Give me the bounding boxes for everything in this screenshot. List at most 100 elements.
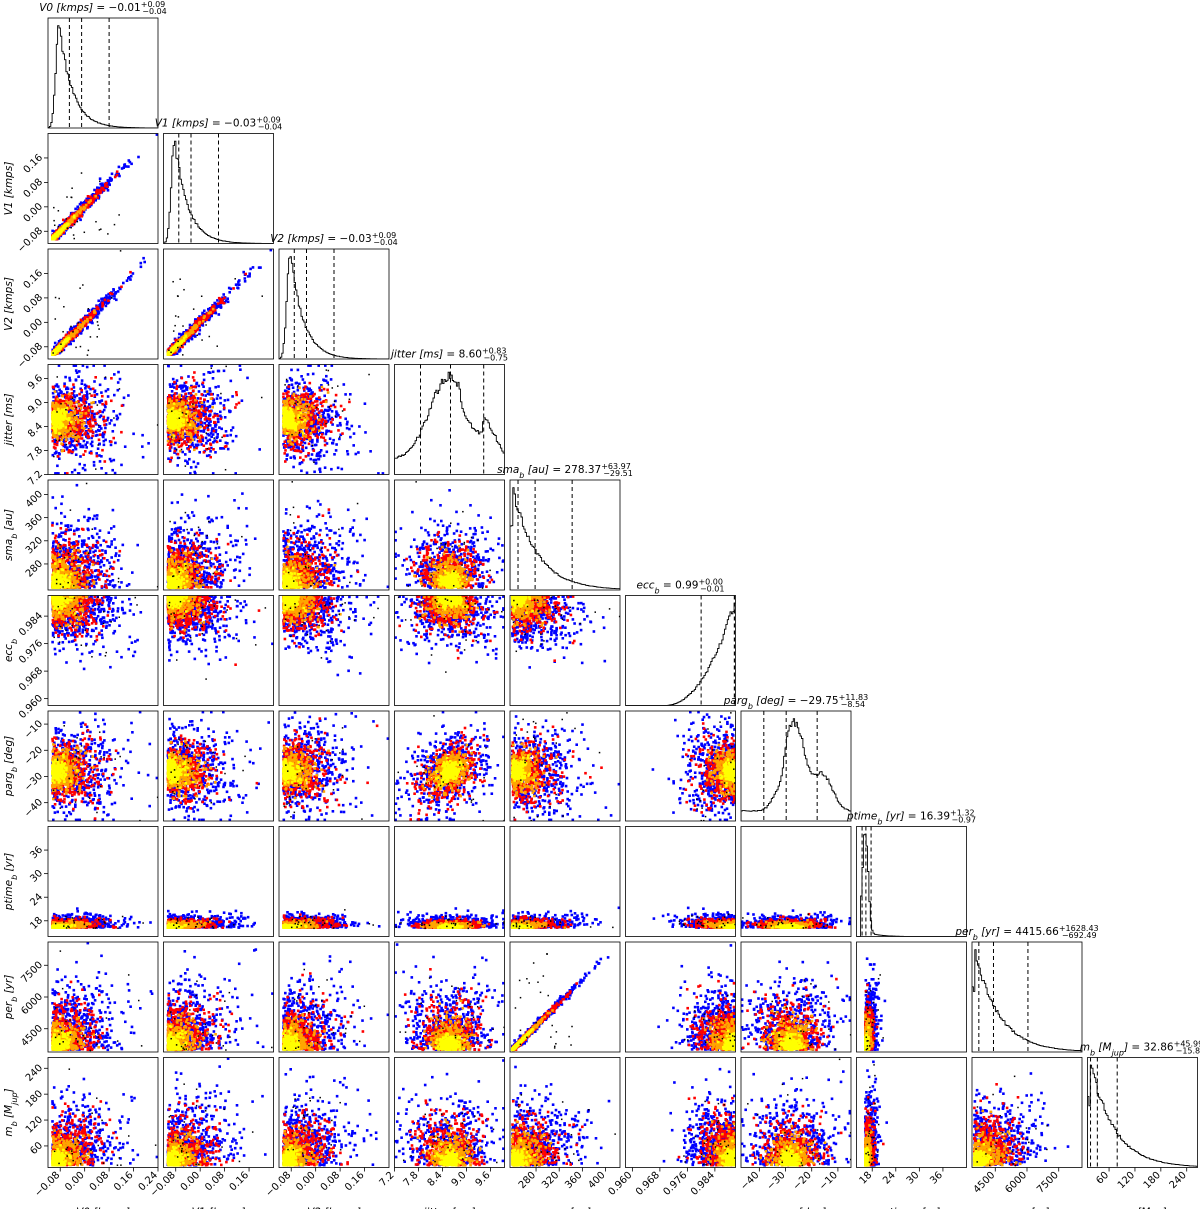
y-tick-label-1-1: 0.00: [22, 201, 46, 225]
x-tick-label-8-2: 7500: [1035, 1170, 1061, 1196]
scatter-panel-3-5: [394, 595, 504, 705]
y-tick-label-5-2: 0.976: [17, 638, 45, 666]
x-tick-label-0-2: 0.08: [88, 1170, 112, 1194]
x-tick-label-3-2: 8.4: [426, 1170, 445, 1189]
scatter-panel-5-7: [626, 827, 736, 937]
y-axis-label-7: ptimeb [yr]: [3, 853, 19, 912]
y-tick-label-7-1: 24: [28, 892, 45, 909]
diag-panel-3-3: [395, 365, 505, 475]
scatter-panel-1-6: [164, 711, 274, 821]
diag-panel-4-4: [510, 480, 620, 590]
scatter-panel-7-8: [857, 942, 967, 1052]
scatter-panel-3-4: [394, 480, 504, 590]
diag-panel-5-5: [626, 596, 736, 706]
diag-title-3: jitter [ms] = 8.60+0.83 −0.75: [389, 347, 508, 363]
x-tick-label-8-0: 4500: [972, 1170, 998, 1196]
x-tick-label-1-3: 0.16: [228, 1170, 252, 1194]
y-tick-label-3-2: 8.4: [26, 421, 45, 440]
x-tick-label-2-0: −0.08: [264, 1170, 293, 1199]
scatter-panel-2-6: [279, 711, 389, 821]
panel-frame-9-9: [1088, 1058, 1198, 1168]
y-tick-label-4-3: 400: [24, 489, 45, 510]
x-tick-label-4-0: 280: [517, 1170, 538, 1191]
y-tick-label-2-3: 0.16: [22, 268, 46, 292]
x-tick-label-6-1: −30: [765, 1170, 788, 1193]
x-tick-label-7-2: 30: [905, 1170, 922, 1187]
y-tick-label-6-3: −10: [22, 718, 45, 741]
x-tick-label-6-3: −10: [817, 1170, 840, 1193]
y-tick-label-6-0: −40: [22, 797, 45, 820]
y-tick-label-5-1: 0.968: [17, 665, 45, 693]
scatter-panel-2-7: [279, 827, 389, 937]
panel-frame-0-0: [48, 18, 158, 128]
x-tick-label-8-1: 6000: [1003, 1170, 1029, 1196]
x-tick-label-9-2: 180: [1142, 1170, 1163, 1191]
y-tick-label-2-2: 0.08: [22, 292, 46, 316]
y-tick-label-2-0: −0.08: [16, 341, 45, 370]
histogram-4: [510, 488, 620, 590]
x-tick-label-4-1: 320: [540, 1170, 561, 1191]
histogram-5: [626, 603, 736, 705]
y-axis-label-3: jitter [ms]: [3, 393, 15, 447]
y-tick-label-9-3: 240: [24, 1063, 45, 1084]
x-tick-label-9-3: 240: [1168, 1170, 1189, 1191]
histogram-8: [972, 950, 1082, 1052]
diag-title-7: ptimeb [yr] = 16.39+1.32 −0.97: [846, 809, 976, 827]
scatter-panel-1-7: [164, 827, 274, 937]
y-tick-label-9-0: 60: [28, 1140, 45, 1157]
x-tick-label-3-4: 9.6: [474, 1170, 493, 1189]
diag-title-2: V2 [kmps] = −0.03+0.09 −0.04: [270, 231, 398, 247]
x-tick-label-7-0: 18: [858, 1170, 875, 1187]
scatter-panel-4-5: [510, 595, 620, 705]
y-tick-label-6-1: −30: [22, 771, 45, 794]
x-tick-label-0-3: 0.16: [112, 1170, 136, 1194]
x-tick-label-3-3: 9.0: [450, 1170, 469, 1189]
scatter-panel-3-6: [394, 711, 505, 822]
diag-panel-7-7: [857, 827, 967, 937]
x-tick-label-3-0: 7.2: [378, 1170, 397, 1189]
panel-frame-7-7: [857, 827, 967, 937]
scatter-panel-6-7: [741, 827, 851, 937]
x-tick-label-6-0: −40: [739, 1170, 762, 1193]
panel-frame-5-5: [626, 596, 736, 706]
x-tick-label-1-2: 0.08: [203, 1170, 227, 1194]
x-tick-label-2-3: 0.16: [343, 1170, 367, 1194]
scatter-panel-4-7: [510, 827, 620, 937]
diag-title-8: perb [yr] = 4415.66+1628.43 −692.49: [954, 924, 1098, 942]
scatter-panel-1-3: [164, 364, 274, 474]
y-tick-label-1-0: −0.08: [16, 226, 45, 255]
y-tick-label-2-1: 0.00: [22, 317, 46, 341]
scatter-panel-3-8: [394, 942, 505, 1052]
y-tick-label-3-0: 7.2: [26, 469, 45, 488]
x-tick-label-3-1: 7.8: [402, 1170, 421, 1189]
x-tick-label-1-1: 0.00: [179, 1170, 203, 1194]
y-tick-label-8-1: 6000: [19, 991, 45, 1017]
histogram-7: [857, 834, 967, 936]
y-tick-label-9-1: 120: [24, 1114, 45, 1135]
x-tick-label-7-3: 36: [928, 1170, 945, 1187]
diag-panel-8-8: [972, 942, 1082, 1052]
x-tick-label-9-0: 60: [1094, 1170, 1111, 1187]
y-tick-label-7-3: 36: [28, 844, 45, 861]
scatter-panel-1-4: [164, 480, 274, 590]
scatter-panel-1-2: [164, 249, 274, 359]
scatter-panel-1-5: [164, 595, 274, 705]
y-tick-label-8-0: 4500: [19, 1023, 45, 1049]
histogram-3: [395, 372, 505, 474]
histogram-0: [48, 26, 158, 128]
diag-title-5: eccb = 0.99+0.00 −0.01: [637, 578, 725, 596]
diag-title-4: smab [au] = 278.37+63.97 −29.51: [497, 462, 633, 480]
